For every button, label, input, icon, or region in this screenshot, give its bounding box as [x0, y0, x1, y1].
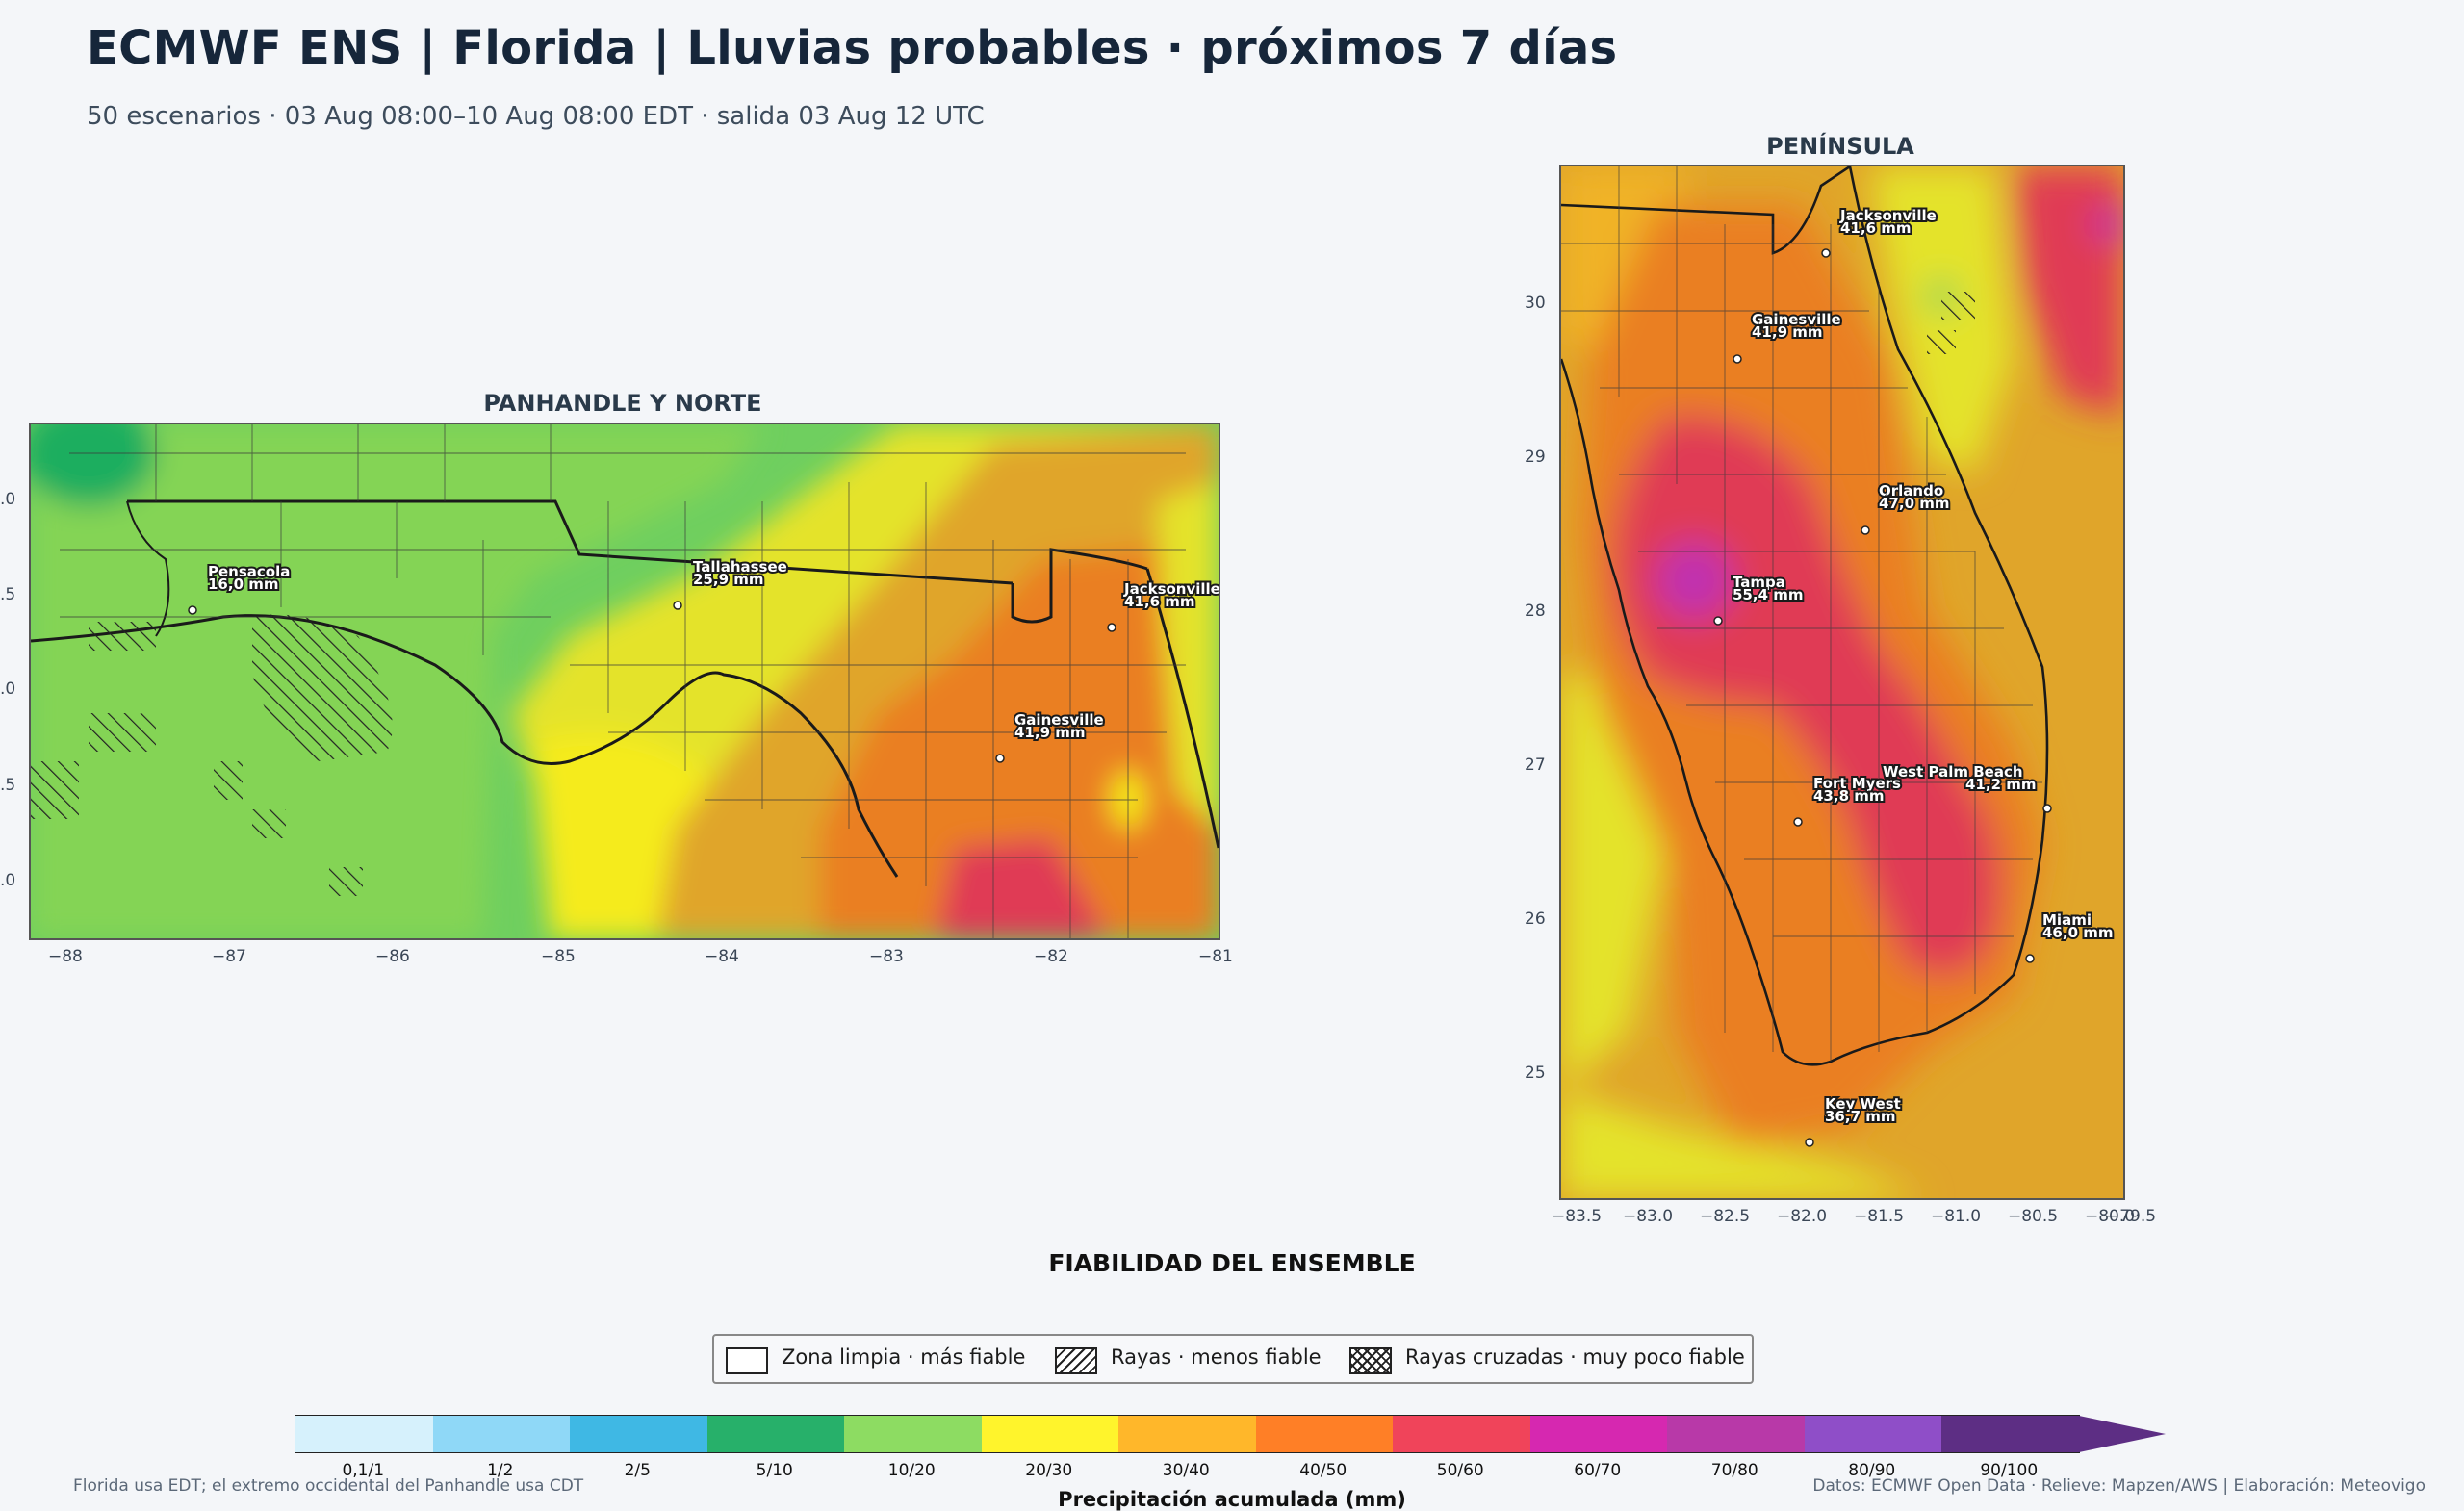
peninsula-city-tampa: Tampa — [1732, 574, 1785, 591]
colorbar-cell — [1941, 1416, 2079, 1452]
panhandle-xtick: −83 — [869, 947, 904, 966]
colorbar-label: 0,1/1 — [342, 1461, 385, 1480]
colorbar-label: 40/50 — [1299, 1461, 1348, 1480]
peninsula-xtick: −82.0 — [1777, 1207, 1828, 1226]
panhandle-xtick: −86 — [375, 947, 410, 966]
panhandle-xtick: −88 — [48, 947, 83, 966]
hatch-swatch — [1055, 1347, 1097, 1374]
colorbar-cell — [570, 1416, 707, 1452]
colorbar-label: 50/60 — [1436, 1461, 1484, 1480]
colorbar-label: 5/10 — [756, 1461, 793, 1480]
peninsula-city-tampa-value: 55,4 mm — [1732, 586, 1804, 603]
peninsula-city-gainesville: Gainesville — [1752, 311, 1841, 328]
peninsula-ytick: 29 — [1525, 448, 1546, 467]
colorbar-label: 90/100 — [1980, 1461, 2039, 1480]
colorbar-label: 10/20 — [887, 1461, 936, 1480]
panhandle-map-title: PANHANDLE Y NORTE — [483, 390, 762, 417]
panhandle-city-jacksonville: Jacksonville — [1123, 580, 1219, 598]
colorbar-cell — [706, 1416, 844, 1452]
peninsula-city-miami: Miami — [2042, 911, 2092, 929]
reliability-legend: Zona limpia · más fiable Rayas · menos f… — [712, 1334, 1754, 1384]
colorbar-label: 20/30 — [1025, 1461, 1073, 1480]
peninsula-map-title: PENÍNSULA — [1766, 133, 1914, 160]
panhandle-xtick: −84 — [705, 947, 739, 966]
colorbar-cell — [1804, 1416, 1941, 1452]
panhandle-map[interactable]: Pensacola 16,0 mm Tallahassee 25,9 mm Ja… — [29, 423, 1220, 940]
peninsula-city-fort-myers: Fort Myers — [1813, 775, 1901, 792]
peninsula-city-miami-value: 46,0 mm — [2042, 924, 2114, 941]
colorbar-cell — [1118, 1416, 1256, 1452]
colorbar-cell — [1255, 1416, 1393, 1452]
peninsula-xtick: −80.5 — [2008, 1207, 2059, 1226]
colorbar-extension-arrow — [2078, 1416, 2166, 1452]
peninsula-xtick: −81.0 — [1931, 1207, 1982, 1226]
legend-item-clean: Zona limpia · más fiable — [782, 1345, 1026, 1369]
colorbar-cell — [1529, 1416, 1667, 1452]
panhandle-city-gainesville: Gainesville — [1014, 711, 1104, 729]
precipitation-colorbar — [295, 1415, 2166, 1453]
panhandle-xtick: −82 — [1034, 947, 1068, 966]
colorbar-label: 1/2 — [487, 1461, 514, 1480]
colorbar-label: 80/90 — [1848, 1461, 1896, 1480]
peninsula-map[interactable]: Jacksonville 41,6 mm Gainesville 41,9 mm… — [1559, 165, 2125, 1200]
clean-zone-swatch — [726, 1347, 768, 1374]
colorbar-label: 70/80 — [1710, 1461, 1758, 1480]
colorbar-cell — [844, 1416, 982, 1452]
peninsula-city-west-palm-beach-value: 41,2 mm — [1965, 776, 2037, 793]
footer-credits: Datos: ECMWF Open Data · Relieve: Mapzen… — [1812, 1476, 2426, 1496]
legend-item-crosshatch: Rayas cruzadas · muy poco fiable — [1405, 1345, 1745, 1369]
colorbar-label: 30/40 — [1162, 1461, 1210, 1480]
peninsula-ytick: 27 — [1525, 756, 1546, 775]
peninsula-ytick: 30 — [1525, 294, 1546, 313]
colorbar-label: 2/5 — [624, 1461, 651, 1480]
reliability-title: FIABILIDAD DEL ENSEMBLE — [1048, 1249, 1416, 1277]
colorbar-cell — [295, 1416, 433, 1452]
footer-timezone-note: Florida usa EDT; el extremo occidental d… — [73, 1476, 584, 1496]
peninsula-ytick: 28 — [1525, 602, 1546, 621]
panhandle-city-pensacola: Pensacola — [208, 563, 290, 580]
panhandle-city-pensacola-value: 16,0 mm — [208, 576, 279, 593]
page-subtitle: 50 escenarios · 03 Aug 08:00–10 Aug 08:0… — [87, 102, 985, 131]
panhandle-xtick: −87 — [212, 947, 246, 966]
panhandle-xtick: −85 — [541, 947, 576, 966]
peninsula-xtick: −79.5 — [2106, 1207, 2157, 1226]
crosshatch-swatch — [1349, 1347, 1392, 1374]
peninsula-city-key-west: Key West — [1825, 1095, 1901, 1113]
panhandle-city-jacksonville-value: 41,6 mm — [1124, 593, 1195, 610]
peninsula-ytick: 25 — [1525, 1063, 1546, 1083]
panhandle-city-tallahassee-value: 25,9 mm — [693, 571, 764, 588]
peninsula-city-jacksonville-value: 41,6 mm — [1840, 219, 1912, 237]
peninsula-city-orlando: Orlando — [1879, 482, 1943, 499]
peninsula-xtick: −83.0 — [1623, 1207, 1674, 1226]
peninsula-xtick: −81.5 — [1854, 1207, 1905, 1226]
peninsula-city-west-palm-beach: West Palm Beach — [1883, 763, 2023, 781]
peninsula-xtick: −80.0 — [2085, 1207, 2136, 1226]
peninsula-city-orlando-value: 47,0 mm — [1879, 495, 1950, 512]
panhandle-xtick: −81 — [1198, 947, 1233, 966]
page-title: ECMWF ENS | Florida | Lluvias probables … — [87, 21, 1618, 75]
panhandle-city-tallahassee: Tallahassee — [693, 558, 787, 576]
panhandle-city-gainesville-value: 41,9 mm — [1014, 724, 1086, 741]
panhandle-ytick: .5 — [0, 776, 16, 795]
panhandle-ytick: .0 — [0, 490, 16, 509]
colorbar-label: 60/70 — [1574, 1461, 1622, 1480]
colorbar-cell — [1667, 1416, 1805, 1452]
peninsula-city-fort-myers-value: 43,8 mm — [1813, 787, 1885, 805]
panhandle-ytick: .0 — [0, 679, 16, 699]
peninsula-xtick: −82.5 — [1700, 1207, 1751, 1226]
peninsula-xtick: −83.5 — [1552, 1207, 1603, 1226]
peninsula-city-key-west-value: 36,7 mm — [1825, 1108, 1896, 1125]
legend-item-hatch: Rayas · menos fiable — [1111, 1345, 1322, 1369]
colorbar-cell — [432, 1416, 570, 1452]
panhandle-ytick: .0 — [0, 871, 16, 890]
peninsula-city-gainesville-value: 41,9 mm — [1752, 323, 1823, 341]
colorbar-cell — [981, 1416, 1118, 1452]
colorbar-cell — [1393, 1416, 1530, 1452]
peninsula-city-jacksonville: Jacksonville — [1839, 207, 1937, 224]
peninsula-ytick: 26 — [1525, 909, 1546, 929]
panhandle-ytick: .5 — [0, 585, 16, 604]
